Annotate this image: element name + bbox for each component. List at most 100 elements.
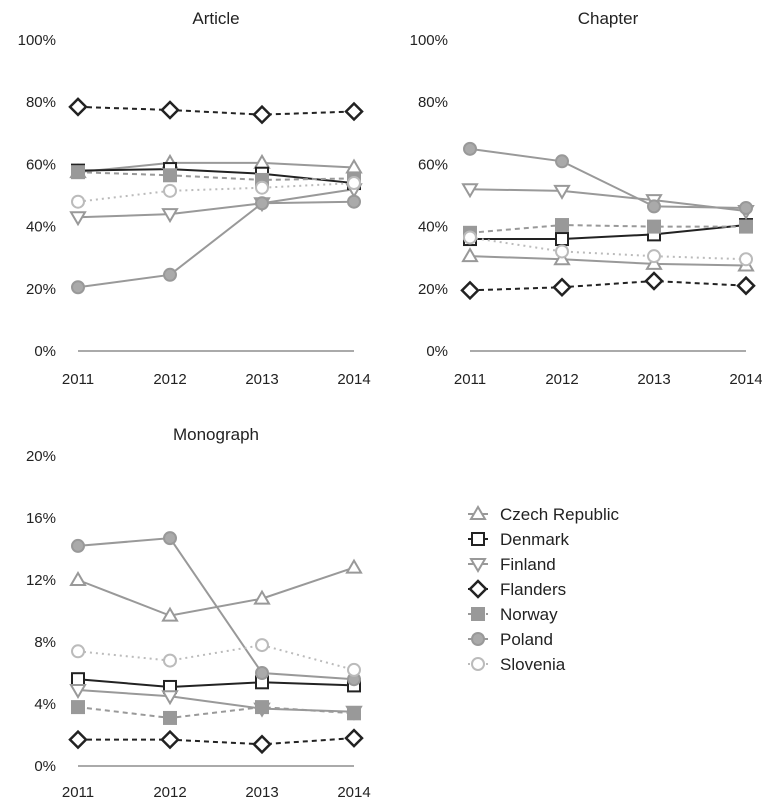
data-point-flanders — [736, 275, 756, 296]
legend-label: Norway — [500, 605, 558, 624]
data-point-norway — [71, 165, 85, 180]
series-line-norway — [77, 706, 355, 719]
data-point-flanders — [252, 734, 272, 755]
series-line-slovenia — [77, 182, 355, 203]
data-point-norway — [163, 710, 177, 725]
series-line-flanders — [77, 105, 355, 116]
legend-label: Denmark — [500, 530, 569, 549]
series-line-czech-republic — [469, 255, 747, 267]
legend-label: Czech Republic — [500, 505, 620, 524]
series-line-flanders — [78, 737, 355, 746]
legend-label: Finland — [500, 555, 556, 574]
x-tick-label: 2013 — [245, 371, 278, 388]
legend-marker — [471, 607, 485, 621]
data-point-norway — [647, 219, 661, 234]
data-point-slovenia — [71, 644, 85, 659]
data-point-poland — [255, 666, 269, 680]
data-point-slovenia — [463, 230, 477, 245]
data-point-finland — [69, 684, 87, 700]
data-point-slovenia — [163, 653, 177, 668]
data-point-finland — [553, 184, 571, 200]
y-tick-label: 4% — [34, 696, 56, 713]
legend-item-slovenia: Slovenia — [468, 655, 566, 674]
chart-title: Article — [192, 9, 239, 28]
x-tick-label: 2011 — [62, 371, 94, 388]
y-tick-label: 100% — [18, 32, 56, 49]
y-tick-label: 20% — [26, 448, 56, 465]
data-point-slovenia — [163, 183, 177, 198]
y-tick-label: 60% — [26, 156, 56, 173]
series-line-finland — [77, 188, 355, 219]
x-tick-label: 2014 — [337, 784, 370, 800]
series-line-poland — [469, 147, 747, 209]
series-line-finland — [77, 689, 355, 713]
x-tick-label: 2012 — [545, 371, 578, 388]
series-line-slovenia — [77, 644, 355, 671]
legend-item-norway: Norway — [468, 605, 558, 624]
data-point-flanders — [68, 729, 88, 750]
data-point-poland — [647, 199, 661, 214]
data-point-slovenia — [647, 249, 661, 264]
data-point-finland — [69, 211, 87, 227]
legend-marker — [469, 558, 487, 573]
x-tick-label: 2011 — [62, 784, 94, 800]
data-point-poland — [163, 531, 177, 546]
chart-panel-chapter: Chapter 0% 20% 40% 60% 80% 100% 2011 2012 2013 201… — [410, 9, 762, 388]
x-tick-label: 2012 — [153, 784, 186, 800]
data-point-norway — [163, 168, 177, 183]
data-point-slovenia — [739, 252, 753, 267]
data-point-poland — [255, 196, 269, 211]
data-point-poland — [163, 267, 177, 282]
y-tick-label: 16% — [26, 510, 56, 527]
legend-marker — [468, 579, 488, 599]
y-tick-label: 100% — [410, 32, 448, 49]
chart-panel-article: Article 0% 20% 40% 60% 80% 100% 2011 2012 2013 201… — [18, 9, 371, 388]
data-point-poland — [463, 141, 477, 156]
series-line-denmark — [77, 678, 355, 688]
series-line-czech-republic — [77, 566, 355, 617]
chart-title: Chapter — [578, 9, 639, 28]
data-point-flanders — [160, 100, 180, 120]
data-point-norway — [71, 700, 85, 715]
y-tick-label: 8% — [34, 634, 56, 651]
y-tick-label: 0% — [34, 343, 56, 360]
data-point-denmark — [555, 232, 569, 247]
y-tick-label: 40% — [26, 219, 56, 236]
legend-label: Flanders — [500, 580, 566, 599]
data-point-czech-republic — [345, 558, 363, 574]
chart-title: Monograph — [173, 425, 259, 444]
legend-marker — [471, 657, 485, 671]
series-line-norway — [77, 171, 355, 181]
data-point-norway — [347, 706, 361, 721]
y-tick-label: 0% — [34, 758, 56, 775]
data-point-norway — [255, 700, 269, 715]
data-point-flanders — [252, 104, 272, 125]
data-point-flanders — [552, 277, 572, 298]
x-tick-label: 2013 — [637, 371, 670, 388]
y-tick-label: 20% — [418, 281, 448, 298]
data-point-flanders — [68, 97, 88, 117]
x-tick-label: 2011 — [454, 371, 486, 388]
legend-label: Poland — [500, 630, 553, 649]
data-point-slovenia — [347, 662, 361, 677]
data-point-poland — [739, 200, 753, 215]
data-point-czech-republic — [253, 589, 271, 605]
legend-item-finland: Finland — [468, 555, 556, 574]
y-tick-label: 60% — [418, 156, 448, 173]
x-tick-label: 2013 — [245, 784, 278, 800]
y-tick-label: 20% — [26, 281, 56, 298]
y-tick-label: 0% — [426, 343, 448, 360]
data-point-slovenia — [347, 176, 361, 191]
data-point-poland — [347, 194, 361, 209]
series-line-poland — [77, 537, 355, 681]
data-point-czech-republic — [461, 247, 479, 263]
legend-marker — [471, 532, 485, 546]
legend-marker — [469, 505, 487, 520]
x-tick-label: 2014 — [729, 371, 762, 388]
chart-panel-monograph: Monograph 0% 4% 8% 12% 16% 20% 2011 2012 2013 2014 — [26, 425, 371, 800]
legend-item-flanders: Flanders — [468, 579, 566, 599]
x-tick-label: 2014 — [337, 371, 370, 388]
data-point-czech-republic — [69, 571, 87, 586]
data-point-slovenia — [255, 180, 269, 195]
series-line-denmark — [77, 168, 355, 185]
